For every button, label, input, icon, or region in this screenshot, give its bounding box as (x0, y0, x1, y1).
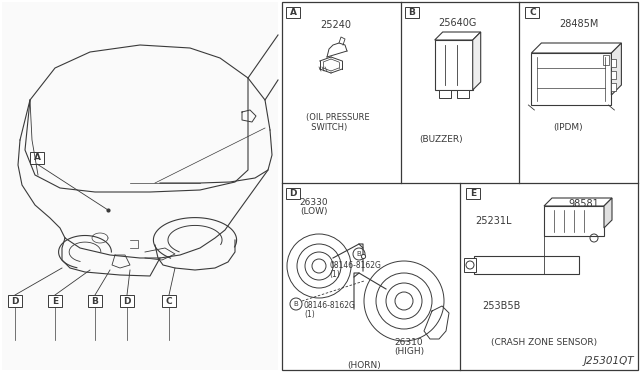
Text: (HORN): (HORN) (347, 361, 381, 370)
Bar (162, 295, 176, 307)
Text: 25640G: 25640G (438, 18, 477, 28)
Bar (531, 53, 611, 105)
Text: (1): (1) (329, 269, 340, 279)
Text: 25231L: 25231L (476, 216, 512, 226)
Text: D: D (289, 189, 297, 198)
Polygon shape (604, 198, 612, 228)
Bar (466, 188, 480, 199)
Bar (286, 7, 300, 18)
Bar (611, 59, 616, 67)
Polygon shape (611, 43, 621, 95)
Text: E: E (470, 189, 476, 198)
Text: (BUZZER): (BUZZER) (419, 135, 463, 144)
Bar (438, 90, 451, 98)
Polygon shape (531, 43, 621, 53)
Text: B: B (356, 251, 362, 257)
Polygon shape (473, 32, 481, 90)
Bar (611, 83, 616, 91)
Bar (2, 2, 278, 370)
Text: 98581: 98581 (568, 199, 600, 209)
Text: 253B5B: 253B5B (482, 301, 520, 311)
Text: (IPDM): (IPDM) (554, 123, 583, 132)
Text: 08146-8162G: 08146-8162G (304, 301, 356, 311)
Text: D: D (124, 296, 131, 305)
Text: C: C (529, 8, 536, 17)
Text: B: B (92, 296, 99, 305)
Text: (HIGH): (HIGH) (394, 347, 424, 356)
Bar (120, 295, 134, 307)
Text: 26310: 26310 (395, 338, 423, 347)
Bar (404, 7, 419, 18)
Text: 26330: 26330 (300, 198, 328, 207)
Text: D: D (12, 296, 19, 305)
Polygon shape (435, 32, 481, 40)
Text: 08146-8162G: 08146-8162G (329, 262, 381, 270)
Bar (525, 7, 540, 18)
Bar (88, 295, 102, 307)
Text: J25301QT: J25301QT (584, 356, 634, 366)
Text: 28485M: 28485M (560, 19, 599, 29)
Text: 25240: 25240 (321, 20, 351, 30)
Bar (48, 295, 62, 307)
Text: SWITCH): SWITCH) (306, 123, 348, 132)
Text: A: A (289, 8, 296, 17)
Bar (282, 2, 638, 370)
Text: (LOW): (LOW) (300, 207, 328, 216)
Text: B: B (294, 301, 298, 307)
Bar (435, 40, 473, 90)
Text: (1): (1) (304, 310, 315, 318)
Bar (474, 256, 579, 274)
Text: (CRASH ZONE SENSOR): (CRASH ZONE SENSOR) (491, 338, 597, 347)
Text: B: B (408, 8, 415, 17)
Bar (457, 90, 468, 98)
Bar (286, 188, 300, 199)
Text: A: A (33, 154, 40, 163)
Bar (464, 258, 476, 272)
Text: (OIL PRESSURE: (OIL PRESSURE (306, 113, 370, 122)
Polygon shape (544, 198, 612, 206)
Bar (8, 295, 22, 307)
Bar (604, 55, 609, 65)
Bar (611, 71, 616, 79)
Bar (544, 206, 604, 236)
Text: E: E (52, 296, 58, 305)
Bar (30, 152, 44, 164)
Text: C: C (166, 296, 172, 305)
